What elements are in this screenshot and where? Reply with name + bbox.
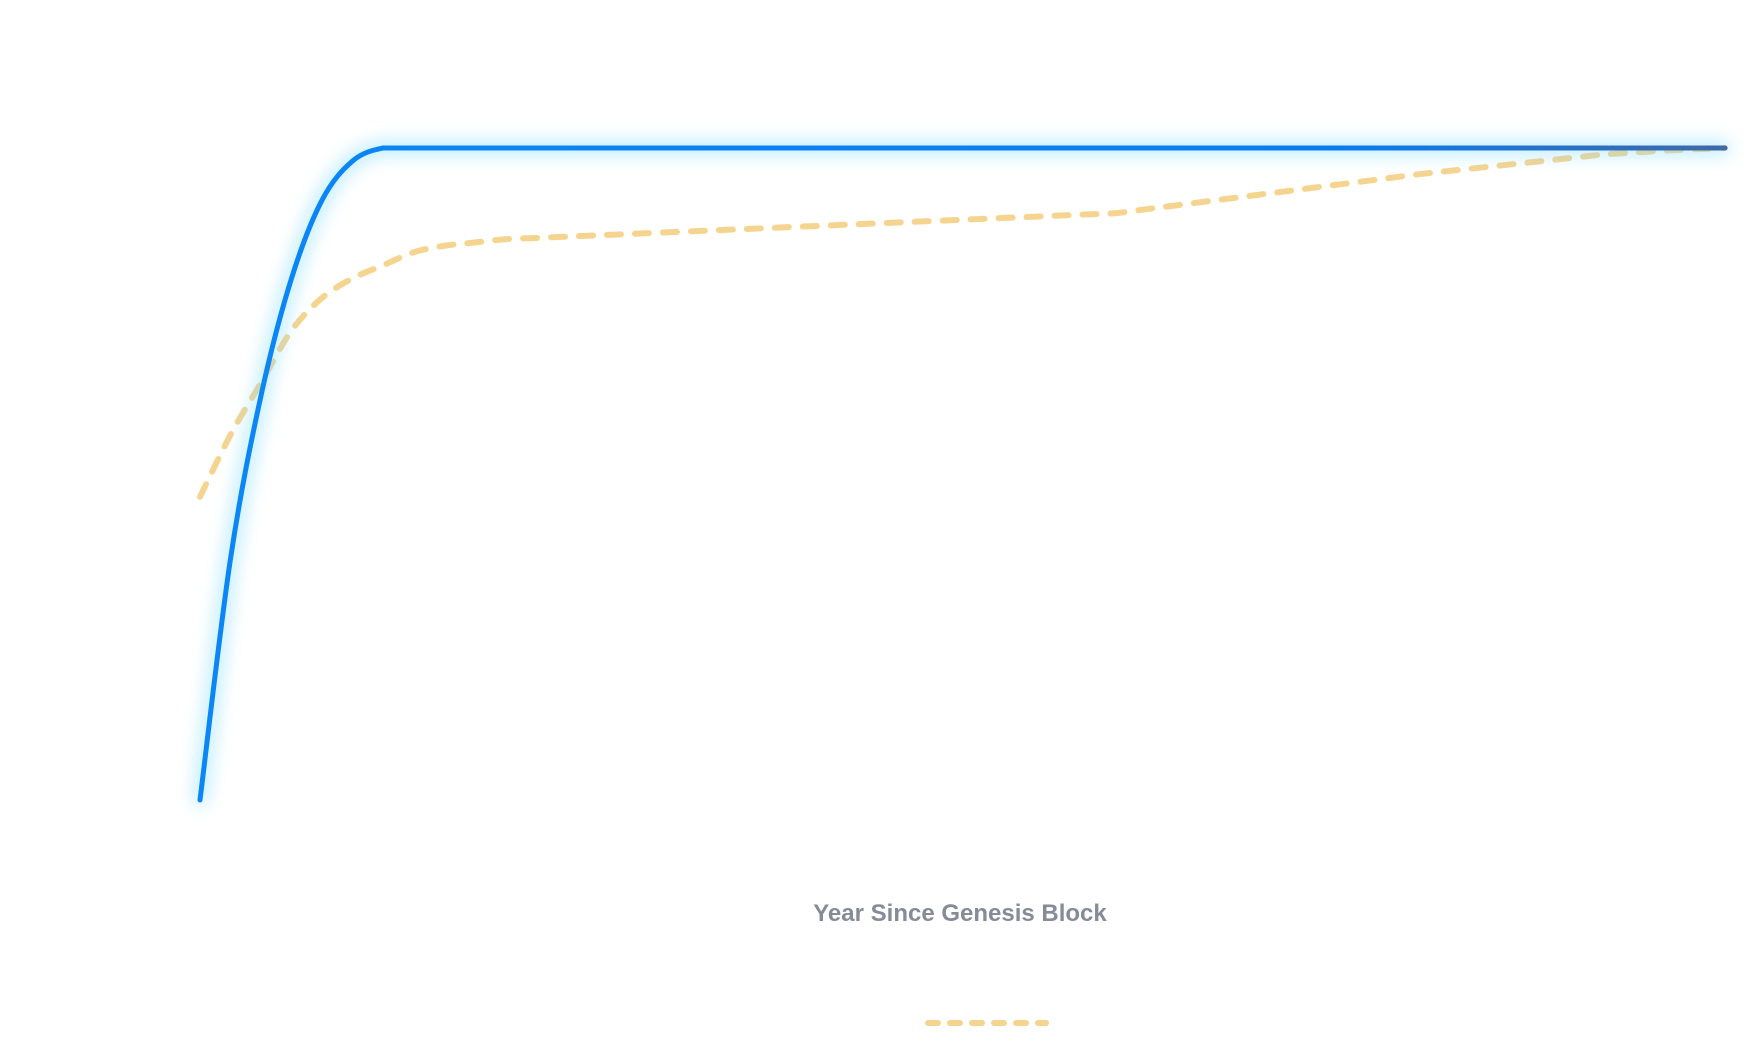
series-2-line (197, 145, 1728, 500)
series-1-glow (195, 143, 1730, 805)
plot-area (195, 143, 1730, 805)
x-axis-label: Year Since Genesis Block (813, 900, 1107, 927)
series-1-line (197, 145, 1728, 803)
